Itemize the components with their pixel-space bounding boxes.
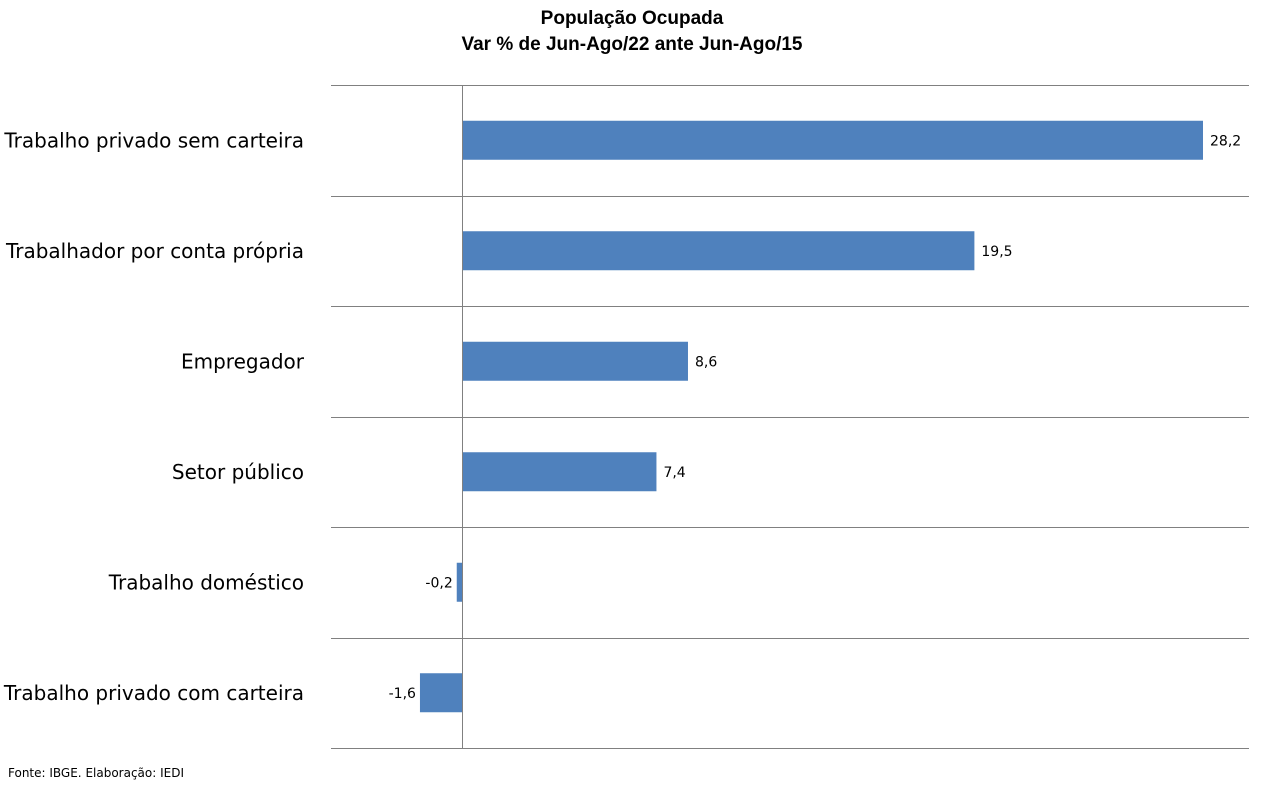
category-label: Trabalho privado com carteira — [3, 681, 304, 705]
category-label: Empregador — [181, 349, 305, 373]
data-label: -0,2 — [425, 575, 452, 591]
bar — [462, 231, 975, 271]
chart-subtitle: Var % de Jun-Ago/22 ante Jun-Ago/15 — [461, 34, 803, 55]
category-label: Setor público — [172, 460, 304, 484]
data-label: -1,6 — [389, 686, 416, 702]
bar — [456, 562, 462, 602]
chart-title-main: População Ocupada — [540, 8, 724, 29]
chart-title: População Ocupada Var % de Jun-Ago/22 an… — [0, 6, 1264, 58]
bar — [462, 120, 1203, 160]
bar — [462, 452, 657, 492]
bar — [419, 673, 462, 713]
category-label: Trabalho doméstico — [108, 570, 304, 594]
data-label: 7,4 — [663, 465, 685, 481]
category-label: Trabalho privado sem carteira — [3, 128, 304, 152]
source-note: Fonte: IBGE. Elaboração: IEDI — [8, 766, 185, 780]
data-label: 19,5 — [981, 244, 1012, 260]
data-label: 8,6 — [695, 354, 717, 370]
category-label: Trabalhador por conta própria — [5, 239, 304, 263]
data-label: 28,2 — [1210, 133, 1241, 149]
bar — [462, 341, 688, 381]
